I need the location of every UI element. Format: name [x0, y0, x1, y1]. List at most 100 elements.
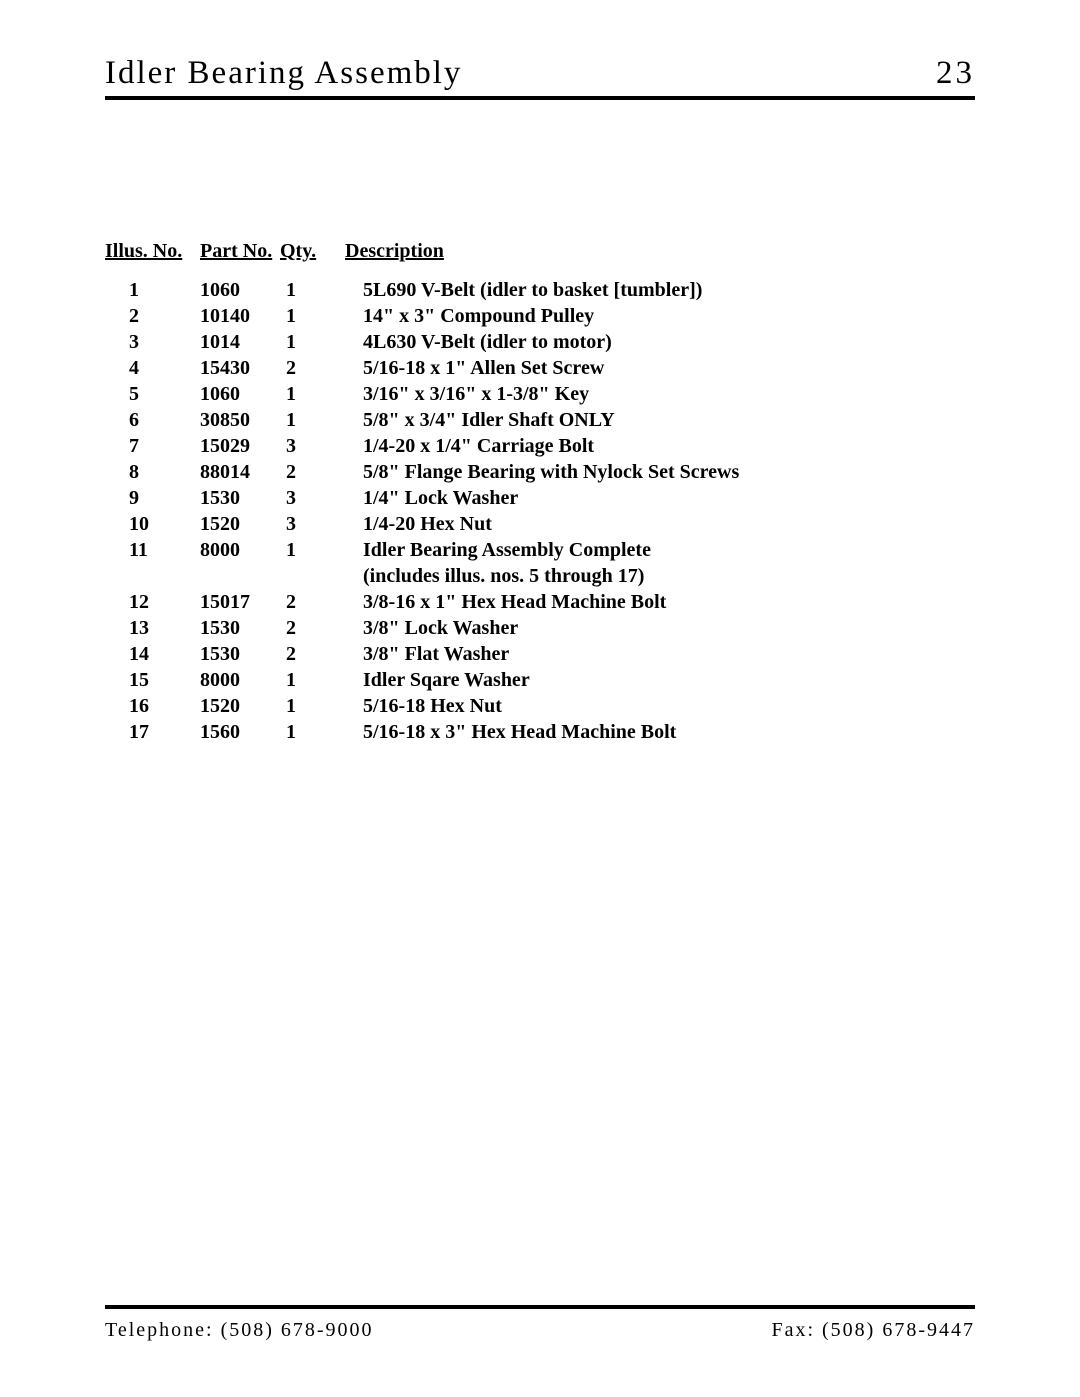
cell-desc: Idler Bearing Assembly Complete — [345, 537, 975, 563]
table-rows: 1106015L690 V-Belt (idler to basket [tum… — [105, 277, 975, 745]
cell-qty: 1 — [280, 277, 345, 303]
page-footer: Telephone: (508) 678-9000 Fax: (508) 678… — [105, 1305, 975, 1342]
cell-illus: 13 — [105, 615, 200, 641]
col-header-desc: Description — [345, 240, 975, 263]
cell-desc: 5/16-18 Hex Nut — [345, 693, 975, 719]
cell-illus: 3 — [105, 329, 200, 355]
column-headers: Illus. No. Part No. Qty. Description — [105, 240, 975, 263]
cell-desc: (includes illus. nos. 5 through 17) — [345, 563, 975, 589]
cell-part: 1520 — [200, 693, 280, 719]
cell-desc: 4L630 V-Belt (idler to motor) — [345, 329, 975, 355]
cell-qty: 3 — [280, 485, 345, 511]
page-header: Idler Bearing Assembly 23 — [105, 55, 975, 100]
cell-qty: 2 — [280, 355, 345, 381]
cell-illus: 1 — [105, 277, 200, 303]
table-row: 1580001Idler Sqare Washer — [105, 667, 975, 693]
cell-qty: 1 — [280, 719, 345, 745]
cell-part: 88014 — [200, 459, 280, 485]
table-row: 3101414L630 V-Belt (idler to motor) — [105, 329, 975, 355]
cell-part — [200, 563, 280, 589]
cell-part: 1530 — [200, 615, 280, 641]
cell-illus: 12 — [105, 589, 200, 615]
col-header-qty: Qty. — [280, 240, 345, 263]
cell-desc: 5/8" Flange Bearing with Nylock Set Scre… — [345, 459, 975, 485]
cell-qty: 2 — [280, 459, 345, 485]
col-header-part: Part No. — [200, 240, 280, 263]
cell-part: 8000 — [200, 537, 280, 563]
table-row: 71502931/4-20 x 1/4" Carriage Bolt — [105, 433, 975, 459]
table-row: 121501723/8-16 x 1" Hex Head Machine Bol… — [105, 589, 975, 615]
cell-part: 1520 — [200, 511, 280, 537]
col-header-illus: Illus. No. — [105, 240, 200, 263]
cell-illus: 14 — [105, 641, 200, 667]
cell-illus — [105, 563, 200, 589]
cell-desc: 3/8" Flat Washer — [345, 641, 975, 667]
cell-qty: 2 — [280, 589, 345, 615]
cell-qty: 1 — [280, 667, 345, 693]
table-row: (includes illus. nos. 5 through 17) — [105, 563, 975, 589]
cell-qty: 2 — [280, 641, 345, 667]
cell-part: 1060 — [200, 277, 280, 303]
cell-part: 1530 — [200, 485, 280, 511]
cell-illus: 8 — [105, 459, 200, 485]
cell-illus: 9 — [105, 485, 200, 511]
cell-qty: 3 — [280, 433, 345, 459]
cell-illus: 11 — [105, 537, 200, 563]
cell-qty: 2 — [280, 615, 345, 641]
cell-illus: 4 — [105, 355, 200, 381]
table-row: 16152015/16-18 Hex Nut — [105, 693, 975, 719]
cell-part: 1530 — [200, 641, 280, 667]
page-number: 23 — [936, 55, 975, 92]
cell-part: 1060 — [200, 381, 280, 407]
footer-phone: Telephone: (508) 678-9000 — [105, 1319, 374, 1342]
cell-illus: 10 — [105, 511, 200, 537]
table-row: 1106015L690 V-Belt (idler to basket [tum… — [105, 277, 975, 303]
cell-desc: 5/8" x 3/4" Idler Shaft ONLY — [345, 407, 975, 433]
cell-desc: 3/16" x 3/16" x 1-3/8" Key — [345, 381, 975, 407]
cell-desc: 1/4" Lock Washer — [345, 485, 975, 511]
cell-illus: 2 — [105, 303, 200, 329]
cell-desc: Idler Sqare Washer — [345, 667, 975, 693]
table-row: 5106013/16" x 3/16" x 1-3/8" Key — [105, 381, 975, 407]
table-row: 41543025/16-18 x 1" Allen Set Screw — [105, 355, 975, 381]
cell-part: 30850 — [200, 407, 280, 433]
cell-qty: 1 — [280, 381, 345, 407]
cell-illus: 16 — [105, 693, 200, 719]
cell-desc: 1/4-20 Hex Nut — [345, 511, 975, 537]
cell-desc: 5/16-18 x 3" Hex Head Machine Bolt — [345, 719, 975, 745]
table-row: 1180001Idler Bearing Assembly Complete — [105, 537, 975, 563]
cell-qty: 1 — [280, 407, 345, 433]
cell-qty: 1 — [280, 329, 345, 355]
cell-qty: 3 — [280, 511, 345, 537]
cell-part: 1014 — [200, 329, 280, 355]
cell-part: 15029 — [200, 433, 280, 459]
cell-qty — [280, 563, 345, 589]
table-row: 210140114" x 3" Compound Pulley — [105, 303, 975, 329]
footer-row: Telephone: (508) 678-9000 Fax: (508) 678… — [105, 1319, 975, 1342]
cell-desc: 5/16-18 x 1" Allen Set Screw — [345, 355, 975, 381]
cell-qty: 1 — [280, 693, 345, 719]
cell-desc: 14" x 3" Compound Pulley — [345, 303, 975, 329]
cell-desc: 1/4-20 x 1/4" Carriage Bolt — [345, 433, 975, 459]
cell-part: 15017 — [200, 589, 280, 615]
table-row: 10152031/4-20 Hex Nut — [105, 511, 975, 537]
cell-part: 8000 — [200, 667, 280, 693]
page-title: Idler Bearing Assembly — [105, 55, 462, 92]
table-row: 17156015/16-18 x 3" Hex Head Machine Bol… — [105, 719, 975, 745]
cell-qty: 1 — [280, 303, 345, 329]
footer-fax: Fax: (508) 678-9447 — [771, 1319, 975, 1342]
cell-desc: 5L690 V-Belt (idler to basket [tumbler]) — [345, 277, 975, 303]
cell-illus: 15 — [105, 667, 200, 693]
page: Idler Bearing Assembly 23 Illus. No. Par… — [0, 0, 1080, 1397]
table-row: 9153031/4" Lock Washer — [105, 485, 975, 511]
table-row: 14153023/8" Flat Washer — [105, 641, 975, 667]
cell-illus: 17 — [105, 719, 200, 745]
cell-part: 1560 — [200, 719, 280, 745]
footer-rule — [105, 1305, 975, 1309]
cell-illus: 6 — [105, 407, 200, 433]
table-row: 13153023/8" Lock Washer — [105, 615, 975, 641]
table-row: 88801425/8" Flange Bearing with Nylock S… — [105, 459, 975, 485]
cell-desc: 3/8-16 x 1" Hex Head Machine Bolt — [345, 589, 975, 615]
cell-qty: 1 — [280, 537, 345, 563]
cell-part: 15430 — [200, 355, 280, 381]
